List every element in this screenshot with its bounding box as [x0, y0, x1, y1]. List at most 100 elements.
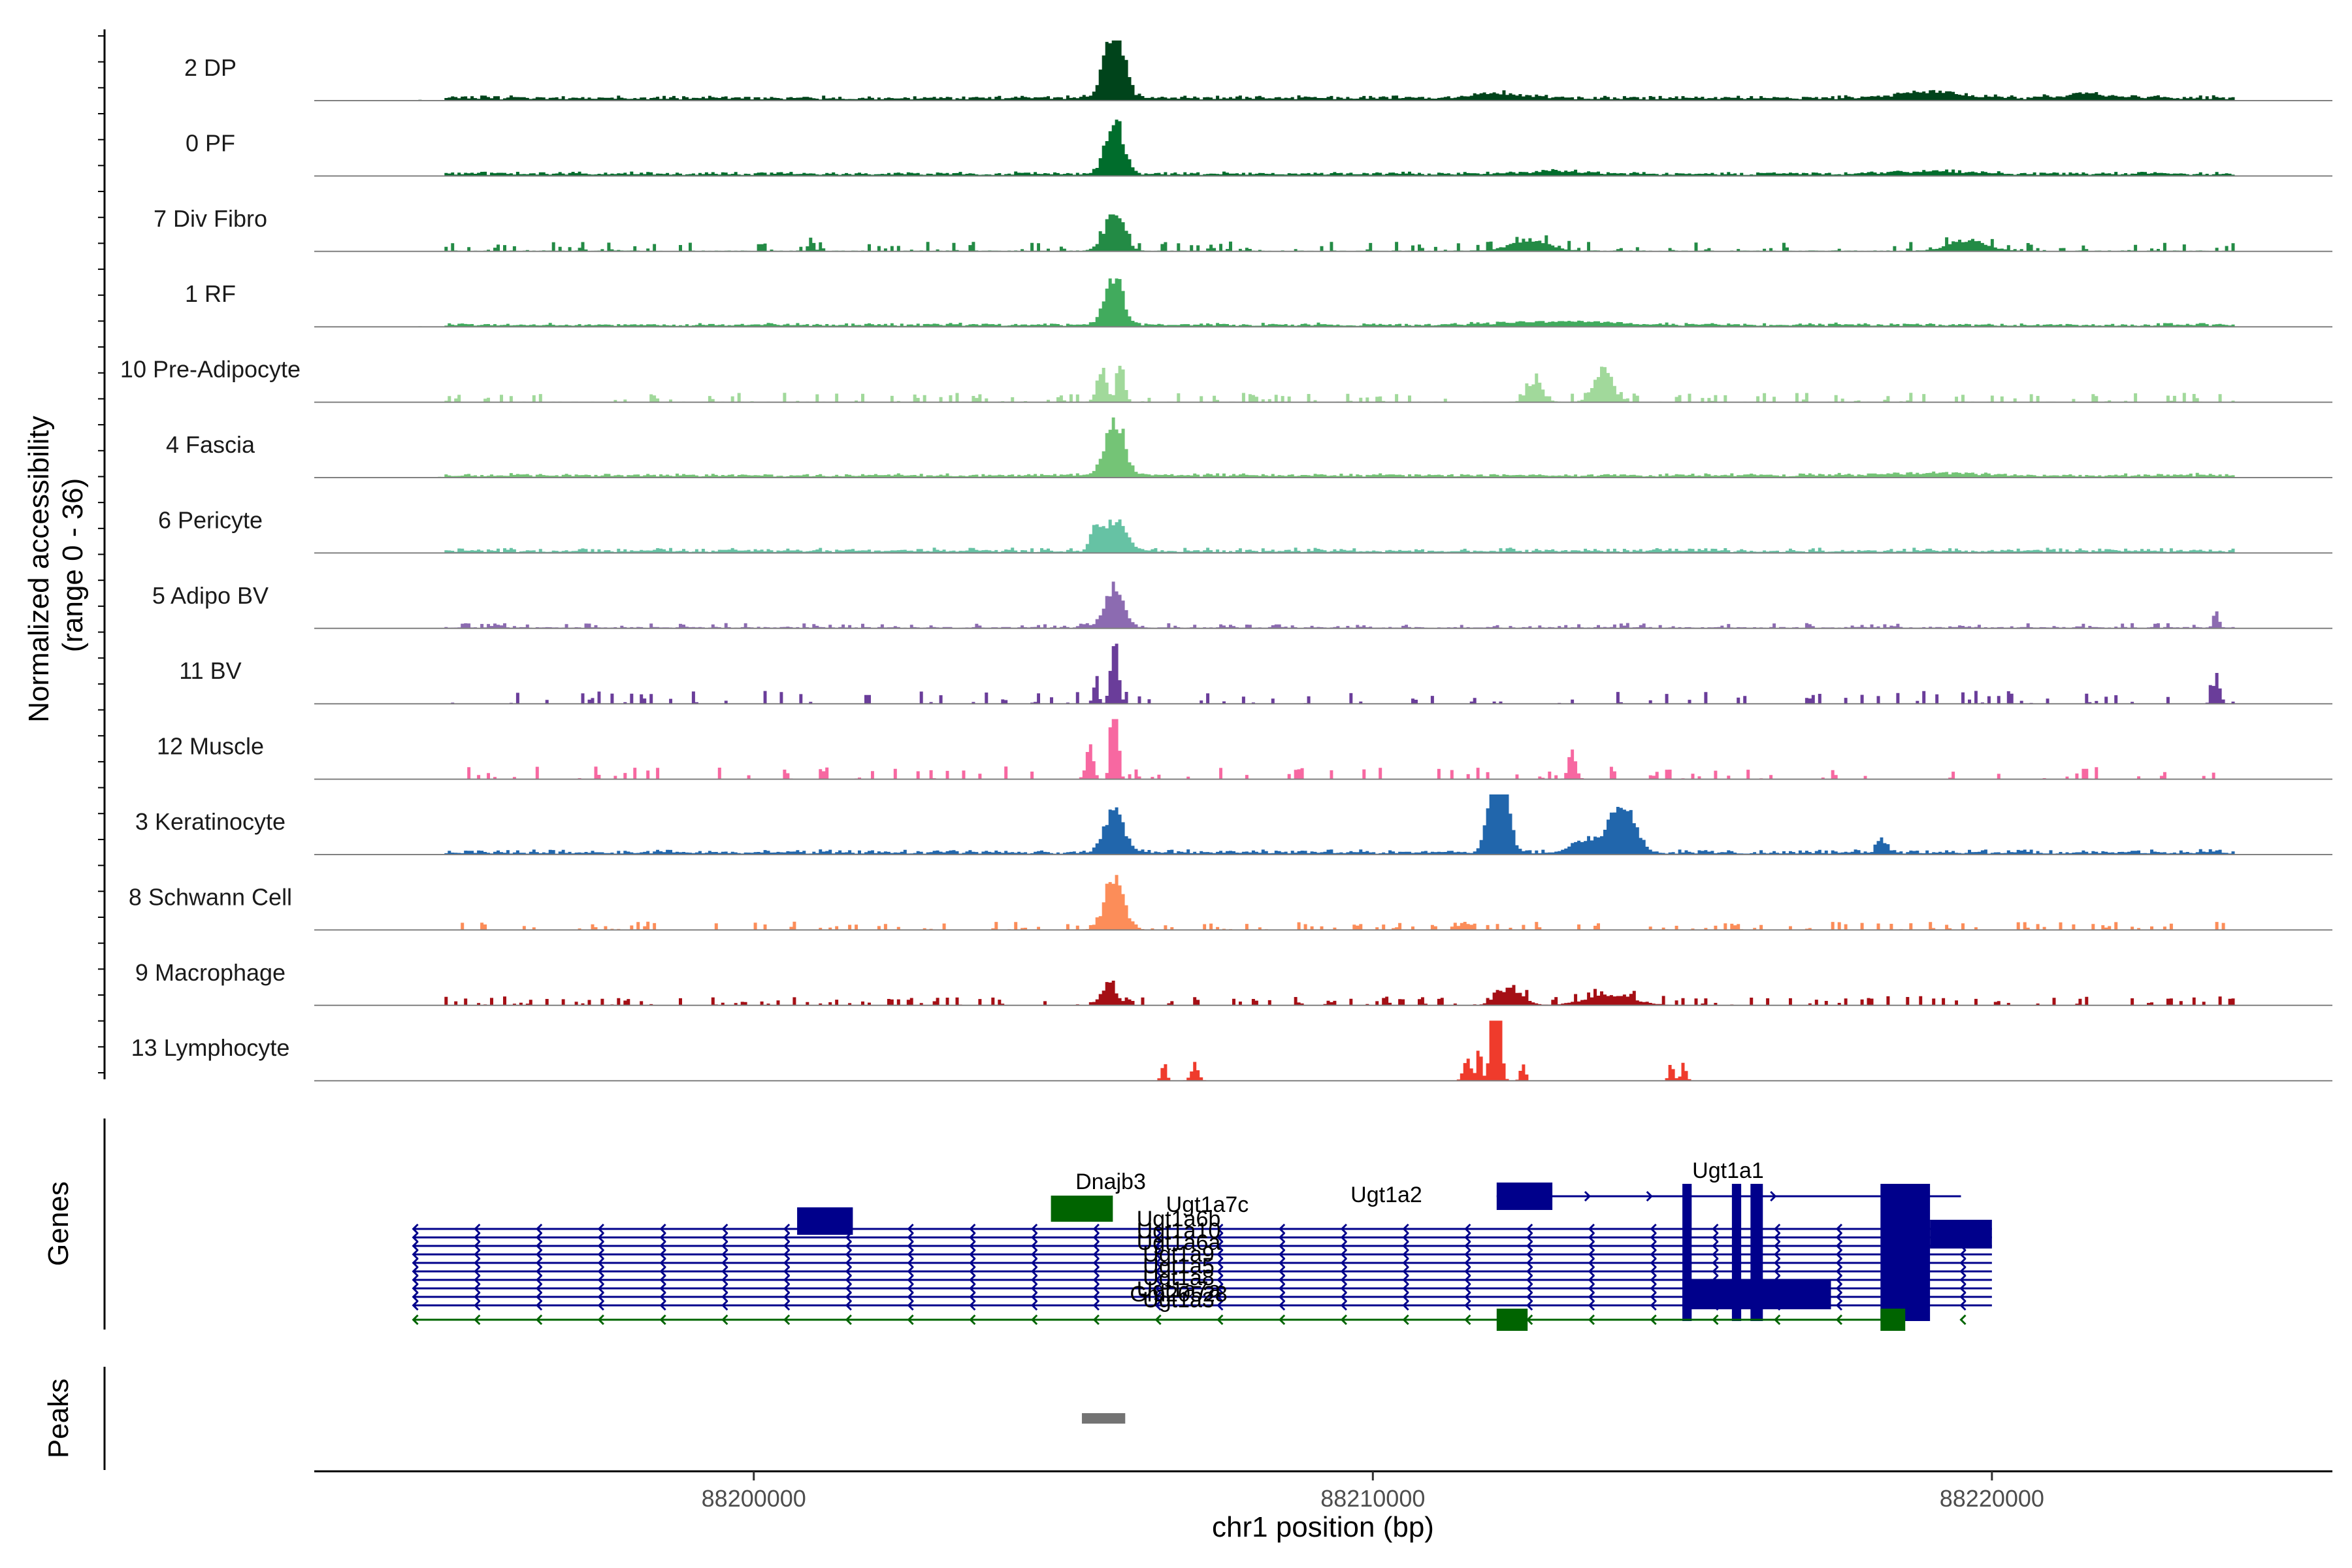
strand-chevron: [1835, 1299, 1843, 1311]
strand-chevron: [659, 1223, 666, 1235]
strand-chevron: [474, 1240, 481, 1252]
strand-chevron: [474, 1232, 481, 1243]
strand-chevron: [659, 1240, 666, 1252]
strand-chevron: [969, 1282, 976, 1294]
strand-chevron: [1526, 1257, 1533, 1269]
coverage-area: [418, 278, 2235, 327]
strand-chevron: [1588, 1266, 1595, 1277]
strand-chevron: [412, 1274, 419, 1286]
coverage-area: [444, 214, 2235, 252]
strand-chevron: [597, 1314, 604, 1326]
strand-chevron: [1835, 1223, 1843, 1235]
strand-chevron: [1279, 1232, 1286, 1243]
strand-chevron: [783, 1223, 791, 1235]
strand-chevron: [1031, 1249, 1038, 1260]
strand-chevron: [1650, 1257, 1657, 1269]
strand-chevron: [474, 1291, 481, 1303]
track-label: 5 Adipo BV: [152, 582, 269, 609]
track-8-schwann-cell: 8 Schwann Cell: [129, 875, 2332, 931]
strand-chevron: [1650, 1223, 1657, 1235]
x-tick-label: 88210000: [1320, 1485, 1425, 1512]
strand-chevron: [412, 1257, 419, 1269]
coverage-area: [444, 365, 2235, 402]
strand-chevron: [1279, 1291, 1286, 1303]
strand-chevron: [1526, 1291, 1533, 1303]
transcript: [412, 1249, 1992, 1260]
gene-label: Ugt1a7c: [1166, 1192, 1249, 1217]
strand-chevron: [845, 1257, 852, 1269]
strand-chevron: [1279, 1282, 1286, 1294]
strand-chevron: [1835, 1266, 1843, 1277]
strand-chevron: [1588, 1314, 1595, 1326]
strand-chevron: [1279, 1266, 1286, 1277]
track-label: 2 DP: [184, 54, 237, 81]
strand-chevron: [474, 1282, 481, 1294]
strand-chevron: [1092, 1299, 1100, 1311]
coverage-area: [415, 519, 2235, 553]
strand-chevron: [597, 1266, 604, 1277]
strand-chevron: [1402, 1266, 1409, 1277]
transcript: [412, 1274, 1992, 1286]
strand-chevron: [1650, 1314, 1657, 1326]
strand-chevron: [1154, 1223, 1162, 1235]
x-tick-label: 88200000: [702, 1485, 806, 1512]
track-3-keratinocyte: 3 Keratinocyte: [135, 794, 2332, 855]
exon: [1682, 1281, 1831, 1309]
strand-chevron: [721, 1232, 728, 1243]
strand-chevron: [1588, 1274, 1595, 1286]
x-axis-ticks: 88200000 88210000 88220000: [702, 1471, 2044, 1512]
x-axis-title: chr1 position (bp): [1212, 1511, 1434, 1543]
strand-chevron: [907, 1274, 914, 1286]
strand-chevron: [721, 1257, 728, 1269]
track-label: 6 Pericyte: [158, 506, 263, 533]
strand-chevron: [1092, 1232, 1100, 1243]
strand-chevron: [597, 1223, 604, 1235]
strand-chevron: [1340, 1291, 1347, 1303]
strand-chevron: [1031, 1232, 1038, 1243]
strand-chevron: [597, 1299, 604, 1311]
strand-chevron: [597, 1232, 604, 1243]
track-label: 12 Muscle: [157, 733, 264, 760]
strand-chevron: [1646, 1190, 1653, 1202]
strand-chevron: [1650, 1291, 1657, 1303]
strand-chevron: [1031, 1291, 1038, 1303]
coverage-area: [415, 794, 2235, 855]
strand-chevron: [412, 1266, 419, 1277]
strand-chevron: [1774, 1266, 1781, 1277]
strand-chevron: [1340, 1282, 1347, 1294]
gene-gm20528: [412, 1309, 1967, 1331]
strand-chevron: [845, 1291, 852, 1303]
strand-chevron: [1154, 1266, 1162, 1277]
strand-chevron: [1340, 1314, 1347, 1326]
strand-chevron: [1340, 1266, 1347, 1277]
coverage-area: [418, 41, 2235, 101]
strand-chevron: [1835, 1314, 1843, 1326]
genes-panel-title: Genes: [42, 1181, 74, 1266]
strand-chevron: [969, 1274, 976, 1286]
gene-label: Ugt1a3: [1143, 1288, 1215, 1313]
strand-chevron: [1835, 1249, 1843, 1260]
strand-chevron: [721, 1299, 728, 1311]
strand-chevron: [1154, 1232, 1162, 1243]
gene-label: Ugt1a1: [1692, 1158, 1764, 1183]
track-13-lymphocyte: 13 Lymphocyte: [131, 1021, 2332, 1082]
strand-chevron: [1092, 1266, 1100, 1277]
strand-chevron: [1217, 1240, 1224, 1252]
strand-chevron: [1464, 1266, 1471, 1277]
strand-chevron: [721, 1282, 728, 1294]
y-axis-title: Normalized accessibility (range 0 - 36): [23, 408, 89, 723]
strand-chevron: [1650, 1299, 1657, 1311]
strand-chevron: [412, 1240, 419, 1252]
strand-chevron: [1402, 1291, 1409, 1303]
gene-label: Gm20528: [1130, 1282, 1227, 1307]
strand-chevron: [1835, 1240, 1843, 1252]
strand-chevron: [474, 1257, 481, 1269]
strand-chevron: [535, 1291, 543, 1303]
gene-label: Ugt1a6a: [1137, 1230, 1221, 1255]
gene-label: Ugt1a9: [1143, 1242, 1215, 1267]
strand-chevron: [1464, 1240, 1471, 1252]
strand-chevron: [535, 1274, 543, 1286]
strand-chevron: [659, 1314, 666, 1326]
strand-chevron: [1402, 1249, 1409, 1260]
